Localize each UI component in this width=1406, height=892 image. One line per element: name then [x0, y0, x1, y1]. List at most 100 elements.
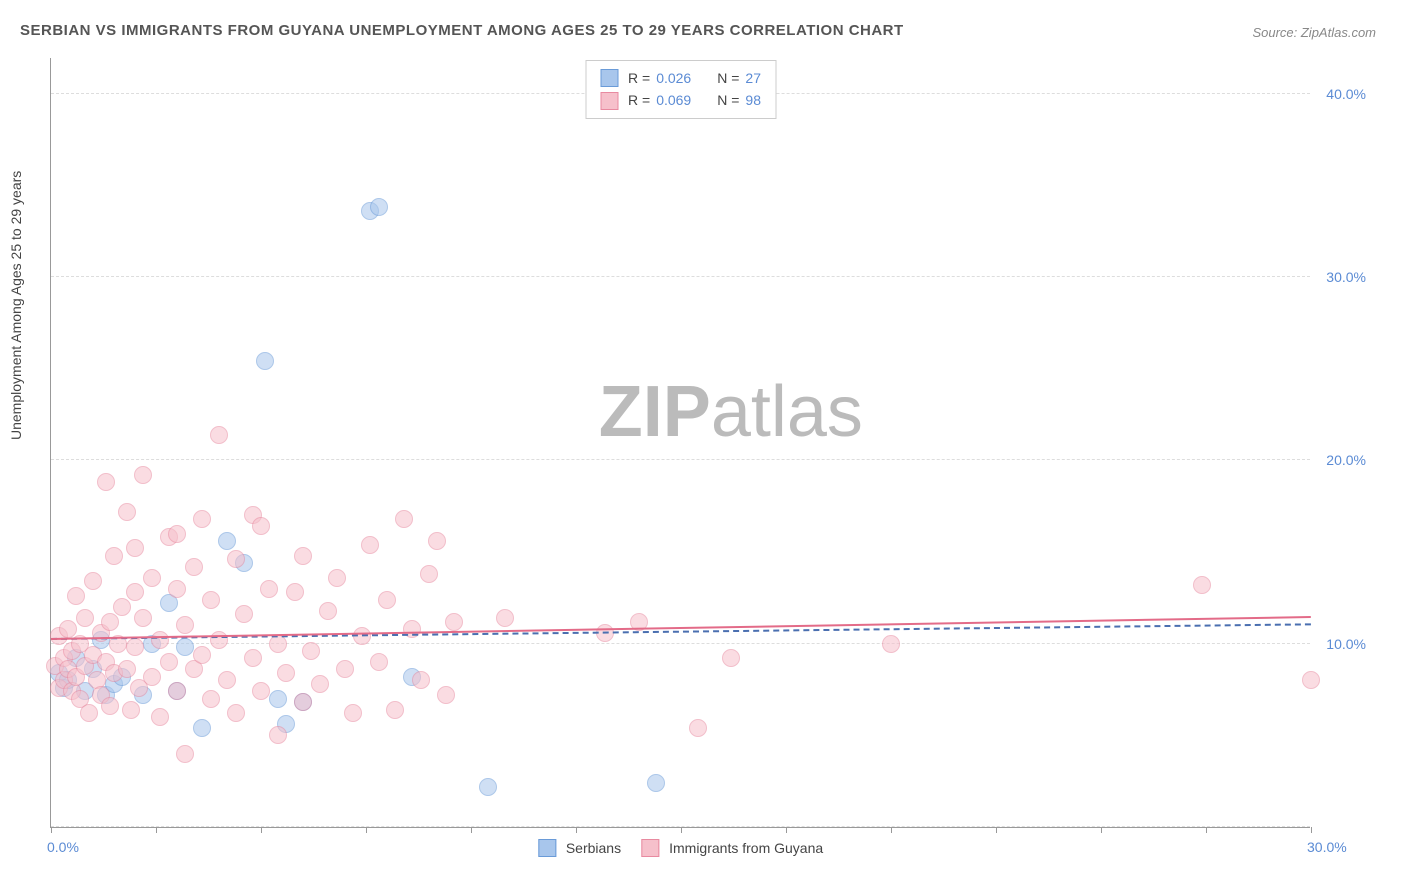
xtick-mark [51, 827, 52, 833]
data-point [176, 638, 194, 656]
legend-item: Immigrants from Guyana [641, 839, 823, 857]
data-point [193, 510, 211, 528]
xtick-mark [1101, 827, 1102, 833]
data-point [134, 466, 152, 484]
data-point [235, 605, 253, 623]
stat-n-label: N = [717, 67, 739, 89]
data-point [294, 693, 312, 711]
data-point [445, 613, 463, 631]
data-point [319, 602, 337, 620]
data-point [311, 675, 329, 693]
ytick-label: 30.0% [1326, 269, 1366, 285]
xtick-mark [786, 827, 787, 833]
xtick-label: 0.0% [47, 839, 79, 855]
xtick-mark [156, 827, 157, 833]
data-point [67, 587, 85, 605]
data-point [302, 642, 320, 660]
trend-line [51, 623, 1311, 640]
data-point [160, 653, 178, 671]
legend-label: Serbians [566, 840, 621, 856]
data-point [105, 547, 123, 565]
legend-stats-row: R = 0.069 N = 98 [600, 89, 761, 111]
data-point [361, 536, 379, 554]
data-point [256, 352, 274, 370]
data-point [437, 686, 455, 704]
xtick-mark [891, 827, 892, 833]
data-point [1302, 671, 1320, 689]
stat-n-label: N = [717, 89, 739, 111]
data-point [84, 572, 102, 590]
data-point [370, 653, 388, 671]
data-point [294, 547, 312, 565]
data-point [1193, 576, 1211, 594]
data-point [420, 565, 438, 583]
data-point [176, 616, 194, 634]
data-point [227, 550, 245, 568]
data-point [101, 613, 119, 631]
watermark: ZIPatlas [599, 371, 863, 453]
stat-r-label: R = [628, 67, 650, 89]
legend-swatch [600, 69, 618, 87]
data-point [118, 660, 136, 678]
data-point [286, 583, 304, 601]
stat-r-label: R = [628, 89, 650, 111]
data-point [218, 532, 236, 550]
ytick-label: 10.0% [1326, 636, 1366, 652]
data-point [647, 774, 665, 792]
data-point [193, 646, 211, 664]
data-point [168, 682, 186, 700]
data-point [185, 558, 203, 576]
data-point [143, 668, 161, 686]
data-point [386, 701, 404, 719]
xtick-mark [996, 827, 997, 833]
data-point [277, 664, 295, 682]
xtick-mark [261, 827, 262, 833]
xtick-mark [1206, 827, 1207, 833]
xtick-mark [1311, 827, 1312, 833]
data-point [269, 690, 287, 708]
data-point [479, 778, 497, 796]
data-point [76, 609, 94, 627]
stat-n-value: 27 [745, 67, 761, 89]
data-point [101, 697, 119, 715]
data-point [412, 671, 430, 689]
ytick-label: 40.0% [1326, 86, 1366, 102]
gridline [51, 276, 1310, 277]
data-point [218, 671, 236, 689]
ytick-label: 20.0% [1326, 452, 1366, 468]
data-point [97, 473, 115, 491]
data-point [59, 620, 77, 638]
legend-series: Serbians Immigrants from Guyana [538, 839, 823, 857]
data-point [126, 539, 144, 557]
stat-r-value: 0.069 [656, 89, 691, 111]
chart-title: SERBIAN VS IMMIGRANTS FROM GUYANA UNEMPL… [20, 22, 904, 39]
data-point [210, 426, 228, 444]
data-point [80, 704, 98, 722]
data-point [176, 745, 194, 763]
xtick-mark [471, 827, 472, 833]
data-point [126, 638, 144, 656]
data-point [202, 690, 220, 708]
data-point [227, 704, 245, 722]
data-point [336, 660, 354, 678]
legend-stats-row: R = 0.026N = 27 [600, 67, 761, 89]
data-point [210, 631, 228, 649]
legend-label: Immigrants from Guyana [669, 840, 823, 856]
stat-n-value: 98 [745, 89, 761, 111]
data-point [252, 682, 270, 700]
legend-swatch [600, 92, 618, 110]
data-point [722, 649, 740, 667]
data-point [151, 631, 169, 649]
data-point [882, 635, 900, 653]
source-label: Source: ZipAtlas.com [1252, 25, 1376, 40]
data-point [126, 583, 144, 601]
xtick-mark [576, 827, 577, 833]
data-point [689, 719, 707, 737]
y-axis-label: Unemployment Among Ages 25 to 29 years [8, 171, 24, 440]
plot-area: 10.0%20.0%30.0%40.0%0.0%30.0%ZIPatlasR =… [50, 58, 1310, 828]
xtick-label: 30.0% [1307, 839, 1347, 855]
data-point [113, 598, 131, 616]
data-point [151, 708, 169, 726]
data-point [143, 569, 161, 587]
data-point [428, 532, 446, 550]
